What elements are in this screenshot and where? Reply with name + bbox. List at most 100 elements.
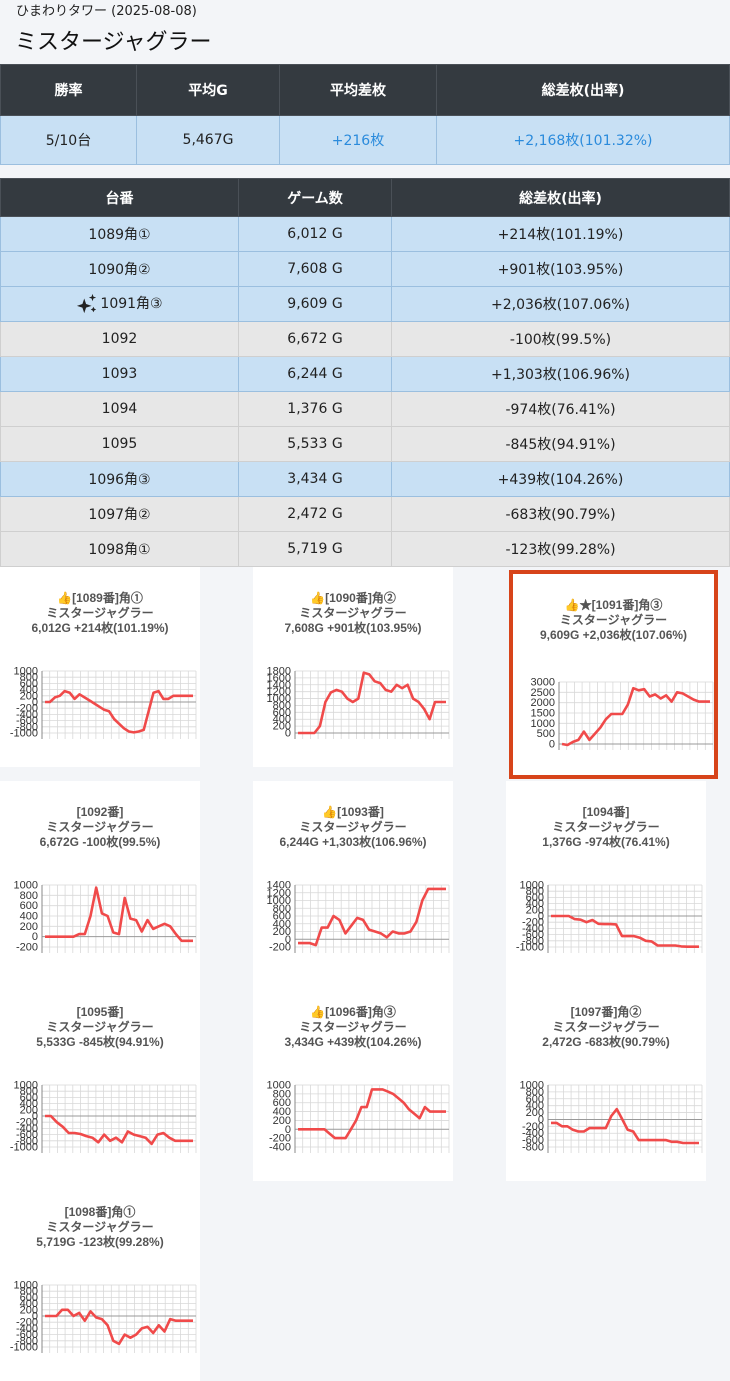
- summary-header-winrate: 勝率: [0, 64, 137, 116]
- summary-avg-diff: +216枚: [279, 115, 437, 165]
- summary-winrate: 5/10台: [0, 115, 137, 165]
- machine-number-cell[interactable]: 1091角③: [0, 286, 239, 322]
- y-tick-label: 400: [20, 1298, 38, 1310]
- machine-number-cell[interactable]: 1097角②: [0, 496, 239, 532]
- series-line: [551, 1107, 699, 1145]
- table-row[interactable]: 1091角③ 9,609 G +2,036枚(107.06%): [0, 286, 730, 322]
- table-row[interactable]: 1092 6,672 G -100枚(99.5%): [0, 321, 730, 357]
- series-line: [45, 886, 193, 943]
- series-line: [298, 1088, 446, 1140]
- y-tick-label: -200: [16, 942, 38, 954]
- table-row[interactable]: 1093 6,244 G +1,303枚(106.96%): [0, 356, 730, 392]
- machine-games: 5,533 G: [238, 426, 392, 462]
- machine-number-cell[interactable]: 1095: [0, 426, 239, 462]
- y-tick-label: 800: [526, 886, 544, 898]
- chart-card[interactable]: 👍[1090番]角② ミスタージャグラー 7,608G +901枚(103.95%)…: [253, 567, 453, 767]
- y-tick-label: 800: [20, 1086, 38, 1098]
- y-tick-label: -200: [522, 917, 544, 929]
- table-row[interactable]: 1096角③ 3,434 G +439枚(104.26%): [0, 461, 730, 497]
- thumbs-up-icon: 👍: [322, 805, 338, 819]
- chart-title-line: [1095番]: [76, 1005, 124, 1019]
- chart-title-line: ミスタージャグラー: [552, 820, 660, 834]
- chart-title-line: 6,244G +1,303枚(106.96%): [279, 835, 427, 849]
- table-row[interactable]: 1089角① 6,012 G +214枚(101.19%): [0, 216, 730, 252]
- chart-card[interactable]: [1097番]角② ミスタージャグラー 2,472G -683枚(90.79%) 10…: [506, 981, 706, 1181]
- y-tick-label: -600: [522, 1135, 544, 1147]
- thumbs-up-icon: 👍: [310, 591, 326, 605]
- y-tick-label: 800: [20, 890, 38, 902]
- y-tick-label: 2000: [531, 697, 555, 709]
- machine-number: 1089角①: [88, 227, 151, 243]
- summary-table: 勝率 平均G 平均差枚 総差枚(出率) 5/10台 5,467G +216枚 +…: [0, 64, 730, 165]
- machine-number: 1095: [101, 436, 138, 452]
- y-tick-label: 1000: [520, 880, 544, 892]
- chart-card[interactable]: [1092番] ミスタージャグラー 6,672G -100枚(99.5%) 1000 8…: [0, 781, 200, 981]
- y-tick-label: 600: [273, 1097, 291, 1109]
- chart-title-line: 3,434G +439枚(104.26%): [284, 1035, 422, 1049]
- table-row[interactable]: 1094 1,376 G -974枚(76.41%): [0, 391, 730, 427]
- machine-games: 6,012 G: [238, 216, 392, 252]
- y-tick-label: 200: [20, 921, 38, 933]
- machine-number-cell[interactable]: 1089角①: [0, 216, 239, 252]
- y-tick-label: 800: [20, 1286, 38, 1298]
- y-tick-label: -800: [16, 1335, 38, 1347]
- y-tick-label: -1000: [10, 1342, 38, 1354]
- y-tick-label: 1000: [531, 718, 555, 730]
- machine-diff: +1,303枚(106.96%): [391, 356, 730, 392]
- y-tick-label: -400: [522, 923, 544, 935]
- table-row[interactable]: 1095 5,533 G -845枚(94.91%): [0, 426, 730, 462]
- chart-title-line: ミスタージャグラー: [46, 1220, 154, 1234]
- y-tick-label: 0: [32, 1311, 38, 1323]
- series-line: [298, 671, 446, 735]
- table-row[interactable]: 1097角② 2,472 G -683枚(90.79%): [0, 496, 730, 532]
- machine-diff: +214枚(101.19%): [391, 216, 730, 252]
- chart-title: [1092番] ミスタージャグラー 6,672G -100枚(99.5%): [0, 805, 200, 850]
- summary-total-diff: +2,168枚(101.32%): [436, 115, 730, 165]
- y-tick-label: 400: [20, 684, 38, 696]
- chart-title-line: 9,609G +2,036枚(107.06%): [539, 628, 688, 642]
- chart-card[interactable]: 👍[1096番]角③ ミスタージャグラー 3,434G +439枚(104.26%)…: [253, 981, 453, 1181]
- machine-diff: +2,036枚(107.06%): [391, 286, 730, 322]
- y-tick-label: 2500: [531, 687, 555, 699]
- y-tick-label: -800: [522, 1142, 544, 1154]
- chart-title-line: [1089番]角①: [72, 591, 143, 605]
- chart-card[interactable]: [1095番] ミスタージャグラー 5,533G -845枚(94.91%) 1000…: [0, 981, 200, 1181]
- y-tick-label: -600: [16, 1129, 38, 1141]
- machine-number-cell[interactable]: 1092: [0, 321, 239, 357]
- machines-table: 台番 ゲーム数 総差枚(出率) 1089角① 6,012 G +214枚(101.1…: [0, 178, 730, 567]
- y-tick-label: 500: [537, 728, 555, 740]
- y-tick-label: 200: [273, 721, 291, 733]
- machine-number-cell[interactable]: 1096角③: [0, 461, 239, 497]
- y-tick-label: 0: [32, 697, 38, 709]
- y-tick-label: 1000: [267, 895, 291, 907]
- machine-number-cell[interactable]: 1098角①: [0, 531, 239, 567]
- table-row[interactable]: 1098角① 5,719 G -123枚(99.28%): [0, 531, 730, 567]
- chart-card[interactable]: [1094番] ミスタージャグラー 1,376G -974枚(76.41%) 1000…: [506, 781, 706, 981]
- y-tick-label: 400: [526, 898, 544, 910]
- y-tick-label: 1800: [267, 666, 291, 678]
- chart-card[interactable]: 👍[1093番] ミスタージャグラー 6,244G +1,303枚(106.96%)…: [253, 781, 453, 981]
- machine-games: 1,376 G: [238, 391, 392, 427]
- y-tick-label: 3000: [531, 677, 555, 689]
- table-row[interactable]: 1090角② 7,608 G +901枚(103.95%): [0, 251, 730, 287]
- machine-number-cell[interactable]: 1090角②: [0, 251, 239, 287]
- chart-card[interactable]: 👍★[1091番]角③ ミスタージャグラー 9,609G +2,036枚(107.0…: [509, 570, 718, 779]
- machine-games: 6,672 G: [238, 321, 392, 357]
- chart-card[interactable]: [1098番]角① ミスタージャグラー 5,719G -123枚(99.28%) 10…: [0, 1181, 200, 1381]
- y-tick-label: -200: [16, 1317, 38, 1329]
- machine-number-cell[interactable]: 1094: [0, 391, 239, 427]
- y-tick-label: 0: [538, 1114, 544, 1126]
- sparkle-icon: [77, 293, 97, 314]
- chart-title-line: [1094番]: [582, 805, 630, 819]
- chart-title-line: [1092番]: [76, 805, 124, 819]
- machine-number-cell[interactable]: 1093: [0, 356, 239, 392]
- chart-title: 👍[1096番]角③ ミスタージャグラー 3,434G +439枚(104.26%): [253, 1005, 453, 1050]
- y-tick-label: 600: [20, 1292, 38, 1304]
- chart-title-line: ミスタージャグラー: [299, 1020, 407, 1034]
- chart-title-line: 7,608G +901枚(103.95%): [284, 621, 422, 635]
- chart-card[interactable]: 👍[1089番]角① ミスタージャグラー 6,012G +214枚(101.19%)…: [0, 567, 200, 767]
